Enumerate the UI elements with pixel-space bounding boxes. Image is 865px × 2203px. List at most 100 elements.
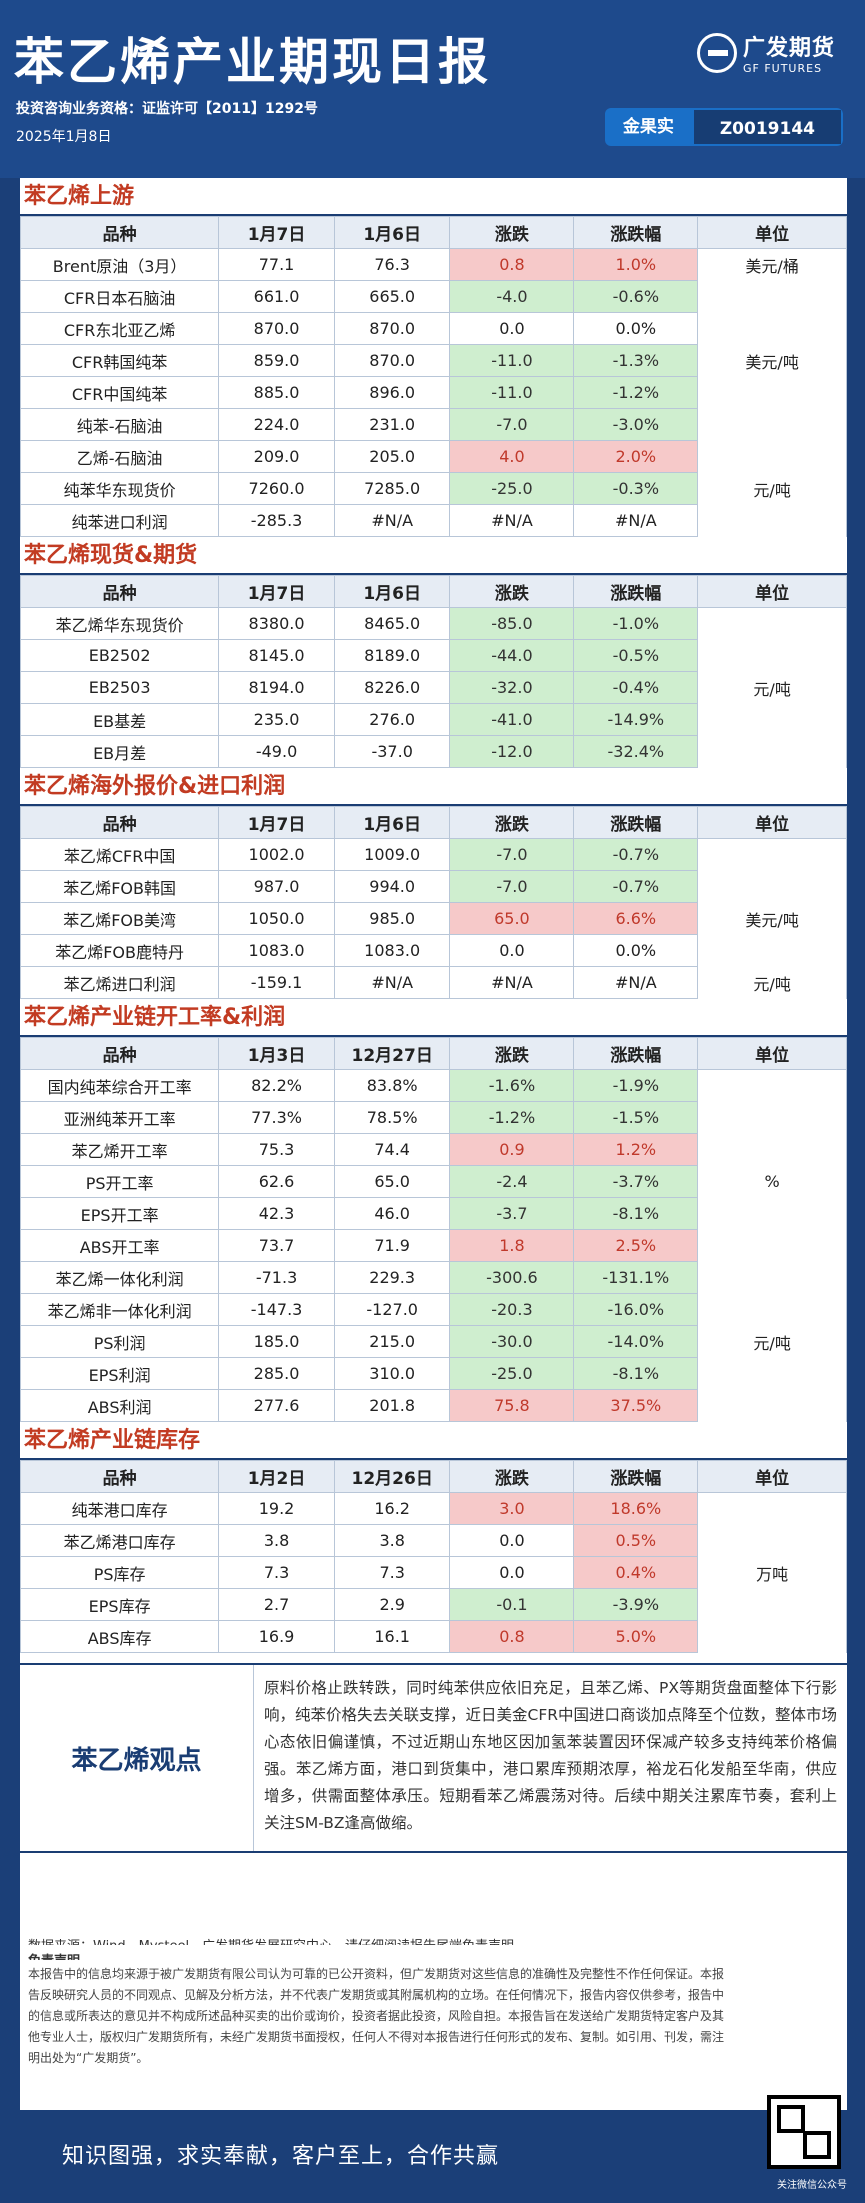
item-name: 苯乙烯开工率: [19, 1133, 220, 1166]
value-cell: 229.3: [333, 1261, 451, 1294]
table-row: 纯苯华东现货价 7260.0 7285.0 -25.0 -0.3% 元/吨: [19, 472, 847, 505]
unit-cell: [697, 1389, 847, 1422]
value-cell: -0.3%: [573, 472, 699, 505]
value-cell: 0.0: [449, 934, 575, 967]
viewpoint-label: 苯乙烯观点: [20, 1665, 254, 1851]
unit-cell: [697, 312, 847, 345]
value-cell: -0.1: [449, 1588, 575, 1621]
value-cell: #N/A: [333, 504, 451, 537]
value-cell: 7.3: [333, 1556, 451, 1589]
value-cell: 859.0: [218, 344, 335, 377]
table-row: ABS库存 16.9 16.1 0.8 5.0%: [19, 1620, 847, 1653]
value-cell: 77.1: [218, 248, 335, 281]
value-cell: -127.0: [333, 1293, 451, 1326]
analyst-badge: 金果实 Z0019144: [604, 108, 843, 146]
table-row: PS开工率 62.6 65.0 -2.4 -3.7%%: [19, 1165, 847, 1198]
value-cell: 78.5%: [333, 1101, 451, 1134]
disclaimer-body: 本报告中的信息均来源于被广发期货有限公司认为可靠的已公开资料，但广发期货对这些信…: [20, 1960, 847, 2110]
unit-cell: [697, 1261, 847, 1294]
value-cell: 65.0: [333, 1165, 451, 1198]
value-cell: -0.5%: [573, 639, 699, 672]
column-header: 涨跌幅: [573, 1037, 699, 1070]
value-cell: 46.0: [333, 1197, 451, 1230]
item-name: EPS开工率: [19, 1197, 220, 1230]
value-cell: -1.0%: [573, 607, 699, 640]
column-header: 单位: [697, 1037, 847, 1070]
item-name: ABS利润: [19, 1389, 220, 1422]
item-name: 苯乙烯FOB韩国: [19, 870, 220, 903]
value-cell: 231.0: [333, 408, 451, 441]
column-header: 涨跌幅: [573, 806, 699, 839]
table-row: 苯乙烯CFR中国 1002.0 1009.0 -7.0 -0.7%: [19, 838, 847, 871]
unit-cell: 元/吨: [697, 966, 847, 999]
unit-cell: [697, 1620, 847, 1653]
unit-cell: [697, 639, 847, 672]
table-row: 苯乙烯FOB韩国 987.0 994.0 -7.0 -0.7%: [19, 870, 847, 903]
value-cell: 235.0: [218, 703, 335, 736]
unit-cell: [697, 934, 847, 967]
item-name: 苯乙烯FOB美湾: [19, 902, 220, 935]
section-title: 苯乙烯现货&期货: [20, 537, 847, 575]
value-cell: 1050.0: [218, 902, 335, 935]
qr-caption: 关注微信公众号: [777, 2180, 847, 2191]
column-header: 品种: [19, 1460, 220, 1493]
unit-cell: [697, 838, 847, 871]
item-name: 亚洲纯苯开工率: [19, 1101, 220, 1134]
value-cell: -3.7%: [573, 1165, 699, 1198]
unit-cell: [697, 870, 847, 903]
column-header: 1月6日: [333, 806, 451, 839]
value-cell: -8.1%: [573, 1357, 699, 1390]
column-header: 单位: [697, 216, 847, 249]
item-name: CFR东北亚乙烯: [19, 312, 220, 345]
unit-cell: [697, 607, 847, 640]
report-card: 苯乙烯上游 品种 1月7日 1月6日 涨跌 涨跌幅 单位 Brent原油（3月） 77.1 76.…: [19, 178, 847, 1928]
column-header: 1月7日: [218, 575, 335, 608]
value-cell: 0.8: [449, 1620, 575, 1653]
value-cell: -7.0: [449, 838, 575, 871]
item-name: 苯乙烯港口库存: [19, 1524, 220, 1557]
value-cell: -1.9%: [573, 1069, 699, 1102]
value-cell: 8380.0: [218, 607, 335, 640]
value-cell: 285.0: [218, 1357, 335, 1390]
value-cell: 7285.0: [333, 472, 451, 505]
unit-cell: 元/吨: [697, 472, 847, 505]
item-name: CFR日本石脑油: [19, 280, 220, 313]
value-cell: 16.2: [333, 1492, 451, 1525]
value-cell: 8226.0: [333, 671, 451, 704]
value-cell: -3.9%: [573, 1588, 699, 1621]
value-cell: 665.0: [333, 280, 451, 313]
value-cell: -41.0: [449, 703, 575, 736]
value-cell: 16.9: [218, 1620, 335, 1653]
value-cell: 83.8%: [333, 1069, 451, 1102]
item-name: 纯苯进口利润: [19, 504, 220, 537]
table-row: EB2502 8145.0 8189.0 -44.0 -0.5%: [19, 639, 847, 672]
value-cell: 0.0%: [573, 312, 699, 345]
slogan: 知识图强，求实奉献，客户至上，合作共赢: [62, 2144, 500, 2169]
value-cell: 1002.0: [218, 838, 335, 871]
unit-cell: [697, 703, 847, 736]
unit-cell: 元/吨: [697, 671, 847, 704]
analyst-name: 金果实: [604, 108, 692, 146]
value-cell: -7.0: [449, 408, 575, 441]
value-cell: 870.0: [333, 344, 451, 377]
disclaimer-text: 本报告中的信息均来源于被广发期货有限公司认为可靠的已公开资料，但广发期货对这些信…: [28, 1967, 725, 2065]
value-cell: -32.0: [449, 671, 575, 704]
item-name: 苯乙烯CFR中国: [19, 838, 220, 871]
unit-cell: [697, 280, 847, 313]
table-row: EB基差 235.0 276.0 -41.0 -14.9%: [19, 703, 847, 736]
table-row: 苯乙烯FOB美湾 1050.0 985.0 65.0 6.6% 美元/吨: [19, 902, 847, 935]
unit-cell: [697, 1357, 847, 1390]
unit-cell: [697, 408, 847, 441]
value-cell: #N/A: [449, 504, 575, 537]
section-title: 苯乙烯上游: [20, 178, 847, 216]
value-cell: -0.6%: [573, 280, 699, 313]
unit-cell: 万吨: [697, 1556, 847, 1589]
company-logo: 广发期货 GF FUTURES: [696, 30, 835, 75]
value-cell: 985.0: [333, 902, 451, 935]
unit-cell: [697, 440, 847, 473]
value-cell: 1083.0: [218, 934, 335, 967]
value-cell: 8194.0: [218, 671, 335, 704]
table-row: 亚洲纯苯开工率 77.3% 78.5% -1.2% -1.5%: [19, 1101, 847, 1134]
column-header: 品种: [19, 1037, 220, 1070]
column-header: 品种: [19, 575, 220, 608]
